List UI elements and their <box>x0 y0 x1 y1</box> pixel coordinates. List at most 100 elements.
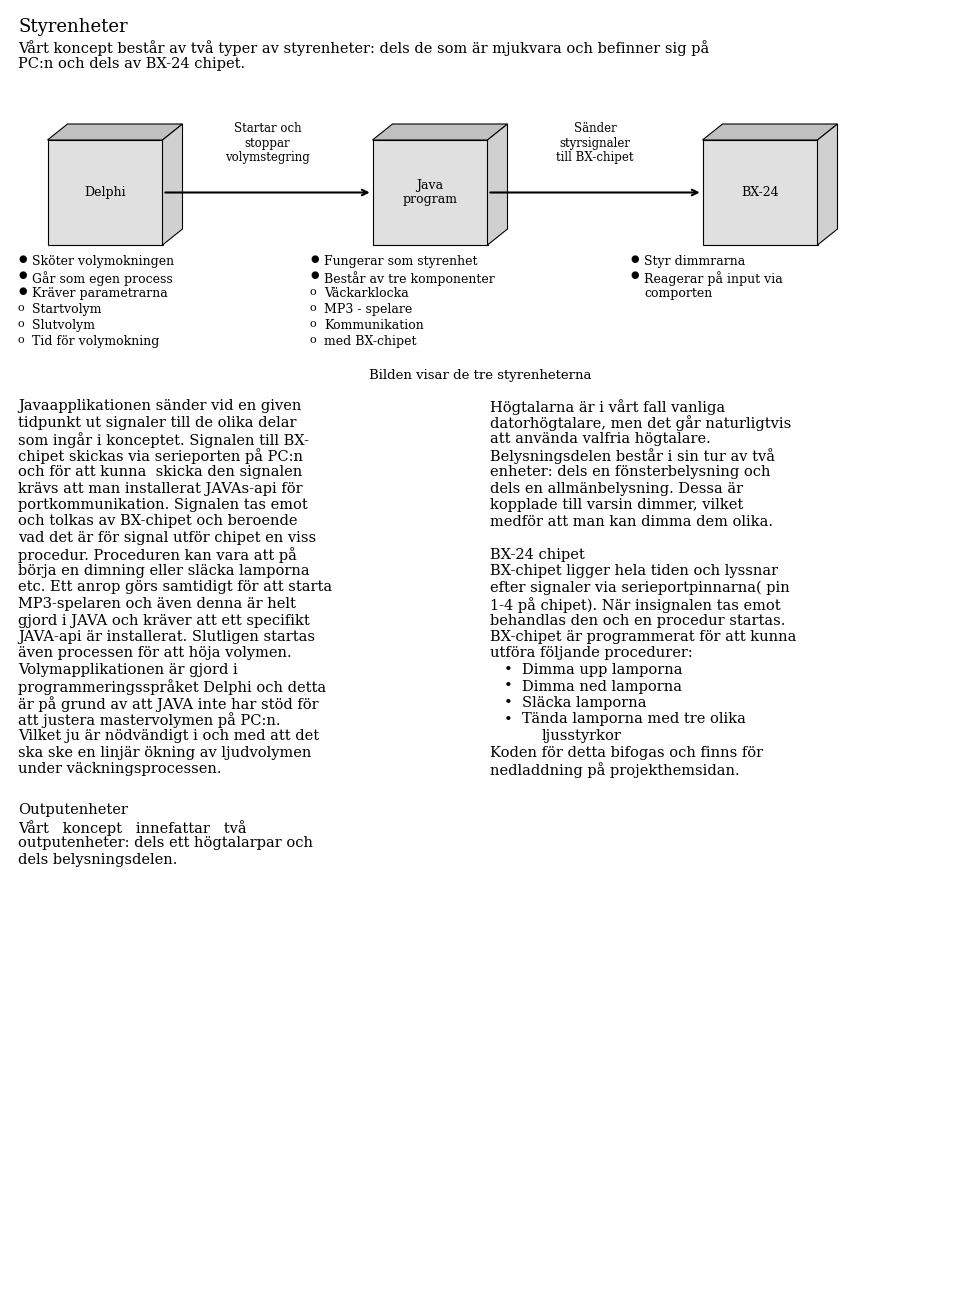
Text: ●: ● <box>18 255 27 265</box>
Polygon shape <box>703 124 837 139</box>
Text: Delphi: Delphi <box>84 186 126 199</box>
Text: kopplade till varsin dimmer, vilket: kopplade till varsin dimmer, vilket <box>490 497 743 512</box>
Text: datorhögtalare, men det går naturligtvis: datorhögtalare, men det går naturligtvis <box>490 416 791 432</box>
Text: Belysningsdelen består i sin tur av två: Belysningsdelen består i sin tur av två <box>490 449 775 465</box>
Text: ●: ● <box>630 255 638 265</box>
Text: Reagerar på input via: Reagerar på input via <box>644 271 782 286</box>
Text: MP3-spelaren och även denna är helt: MP3-spelaren och även denna är helt <box>18 597 296 611</box>
Text: och för att kunna  skicka den signalen: och för att kunna skicka den signalen <box>18 465 302 479</box>
Text: o: o <box>310 287 317 297</box>
Text: Dimma upp lamporna: Dimma upp lamporna <box>522 663 683 676</box>
Text: är på grund av att JAVA inte har stöd för: är på grund av att JAVA inte har stöd fö… <box>18 696 319 712</box>
Text: portkommunikation. Signalen tas emot: portkommunikation. Signalen tas emot <box>18 497 308 512</box>
Text: med BX-chipet: med BX-chipet <box>324 336 417 347</box>
Polygon shape <box>818 124 837 245</box>
Polygon shape <box>372 124 508 139</box>
Text: Vårt   koncept   innefattar   två: Vårt koncept innefattar två <box>18 820 247 836</box>
Text: ljusstyrkor: ljusstyrkor <box>542 729 622 744</box>
Text: tidpunkt ut signaler till de olika delar: tidpunkt ut signaler till de olika delar <box>18 416 297 429</box>
Text: Högtalarna är i vårt fall vanliga: Högtalarna är i vårt fall vanliga <box>490 399 725 415</box>
Text: •: • <box>504 679 513 694</box>
Text: Fungerar som styrenhet: Fungerar som styrenhet <box>324 255 477 268</box>
Text: Sköter volymokningen: Sköter volymokningen <box>32 255 174 268</box>
Text: efter signaler via serieportpinnarna( pin: efter signaler via serieportpinnarna( pi… <box>490 580 790 595</box>
Text: •: • <box>504 663 513 676</box>
Text: enheter: dels en fönsterbelysning och: enheter: dels en fönsterbelysning och <box>490 465 771 479</box>
Text: ●: ● <box>310 255 319 265</box>
Text: utföra följande procedurer:: utföra följande procedurer: <box>490 646 693 661</box>
Text: Dimma ned lamporna: Dimma ned lamporna <box>522 679 682 694</box>
Polygon shape <box>162 124 182 245</box>
Text: o: o <box>18 336 25 345</box>
Text: som ingår i konceptet. Signalen till BX-: som ingår i konceptet. Signalen till BX- <box>18 432 309 447</box>
Text: •: • <box>504 712 513 726</box>
Text: outputenheter: dels ett högtalarpar och: outputenheter: dels ett högtalarpar och <box>18 836 313 850</box>
Text: Går som egen process: Går som egen process <box>32 271 173 286</box>
Text: Koden för detta bifogas och finns för: Koden för detta bifogas och finns för <box>490 745 763 759</box>
Text: Vårt koncept består av två typer av styrenheter: dels de som är mjukvara och bef: Vårt koncept består av två typer av styr… <box>18 39 709 55</box>
Text: MP3 - spelare: MP3 - spelare <box>324 303 412 316</box>
Text: Bilden visar de tre styrenheterna: Bilden visar de tre styrenheterna <box>369 368 591 382</box>
Text: att justera mastervolymen på PC:n.: att justera mastervolymen på PC:n. <box>18 712 280 728</box>
Text: Volymapplikationen är gjord i: Volymapplikationen är gjord i <box>18 663 238 676</box>
Text: och tolkas av BX-chipet och beroende: och tolkas av BX-chipet och beroende <box>18 515 298 529</box>
Text: Kräver parametrarna: Kräver parametrarna <box>32 287 168 300</box>
Text: chipet skickas via serieporten på PC:n: chipet skickas via serieporten på PC:n <box>18 449 303 465</box>
Polygon shape <box>372 139 488 245</box>
Text: o: o <box>310 303 317 313</box>
Text: Består av tre komponenter: Består av tre komponenter <box>324 271 494 286</box>
Text: programmeringsspråket Delphi och detta: programmeringsspråket Delphi och detta <box>18 679 326 695</box>
Text: att använda valfria högtalare.: att använda valfria högtalare. <box>490 432 710 446</box>
Text: PC:n och dels av BX-24 chipet.: PC:n och dels av BX-24 chipet. <box>18 57 245 71</box>
Text: o: o <box>18 303 25 313</box>
Text: ●: ● <box>18 287 27 296</box>
Polygon shape <box>488 124 508 245</box>
Text: Slutvolym: Slutvolym <box>32 318 95 332</box>
Text: Outputenheter: Outputenheter <box>18 803 128 817</box>
Text: BX-chipet ligger hela tiden och lyssnar: BX-chipet ligger hela tiden och lyssnar <box>490 565 779 578</box>
Text: även processen för att höja volymen.: även processen för att höja volymen. <box>18 646 292 661</box>
Text: under väckningsprocessen.: under väckningsprocessen. <box>18 762 222 776</box>
Text: o: o <box>18 318 25 329</box>
Text: gjord i JAVA och kräver att ett specifikt: gjord i JAVA och kräver att ett specifik… <box>18 613 310 628</box>
Text: Vilket ju är nödvändigt i och med att det: Vilket ju är nödvändigt i och med att de… <box>18 729 319 744</box>
Polygon shape <box>47 124 182 139</box>
Text: Tid för volymokning: Tid för volymokning <box>32 336 159 347</box>
Text: 1-4 på chipet). När insignalen tas emot: 1-4 på chipet). När insignalen tas emot <box>490 597 780 613</box>
Text: •: • <box>504 696 513 711</box>
Polygon shape <box>703 139 818 245</box>
Text: Javaapplikationen sänder vid en given: Javaapplikationen sänder vid en given <box>18 399 301 413</box>
Text: nedladdning på projekthemsidan.: nedladdning på projekthemsidan. <box>490 762 739 778</box>
Polygon shape <box>47 139 162 245</box>
Text: Tända lamporna med tre olika: Tända lamporna med tre olika <box>522 712 746 726</box>
Text: Släcka lamporna: Släcka lamporna <box>522 696 646 711</box>
Text: Java
program: Java program <box>402 179 458 207</box>
Text: börja en dimning eller släcka lamporna: börja en dimning eller släcka lamporna <box>18 565 310 578</box>
Text: behandlas den och en procedur startas.: behandlas den och en procedur startas. <box>490 613 785 628</box>
Text: JAVA-api är installerat. Slutligen startas: JAVA-api är installerat. Slutligen start… <box>18 630 315 644</box>
Text: Startar och
stoppar
volymstegring: Startar och stoppar volymstegring <box>226 121 310 164</box>
Text: ska ske en linjär ökning av ljudvolymen: ska ske en linjär ökning av ljudvolymen <box>18 745 311 759</box>
Text: procedur. Proceduren kan vara att på: procedur. Proceduren kan vara att på <box>18 547 297 563</box>
Text: medför att man kan dimma dem olika.: medför att man kan dimma dem olika. <box>490 515 773 529</box>
Text: Styrenheter: Styrenheter <box>18 18 128 36</box>
Text: ●: ● <box>630 271 638 280</box>
Text: Väckarklocka: Väckarklocka <box>324 287 409 300</box>
Text: comporten: comporten <box>644 287 712 300</box>
Text: Sänder
styrsignaler
till BX-chipet: Sänder styrsignaler till BX-chipet <box>556 121 634 164</box>
Text: etc. Ett anrop görs samtidigt för att starta: etc. Ett anrop görs samtidigt för att st… <box>18 580 332 595</box>
Text: Kommunikation: Kommunikation <box>324 318 423 332</box>
Text: BX-24 chipet: BX-24 chipet <box>490 547 585 562</box>
Text: dels belysningsdelen.: dels belysningsdelen. <box>18 853 178 867</box>
Text: vad det är för signal utför chipet en viss: vad det är för signal utför chipet en vi… <box>18 530 316 545</box>
Text: ●: ● <box>310 271 319 280</box>
Text: BX-chipet är programmerat för att kunna: BX-chipet är programmerat för att kunna <box>490 630 797 644</box>
Text: o: o <box>310 318 317 329</box>
Text: krävs att man installerat JAVAs-api för: krävs att man installerat JAVAs-api för <box>18 482 302 496</box>
Text: dels en allmänbelysning. Dessa är: dels en allmänbelysning. Dessa är <box>490 482 743 496</box>
Text: ●: ● <box>18 271 27 280</box>
Text: BX-24: BX-24 <box>741 186 779 199</box>
Text: Styr dimmrarna: Styr dimmrarna <box>644 255 745 268</box>
Text: Startvolym: Startvolym <box>32 303 102 316</box>
Text: o: o <box>310 336 317 345</box>
